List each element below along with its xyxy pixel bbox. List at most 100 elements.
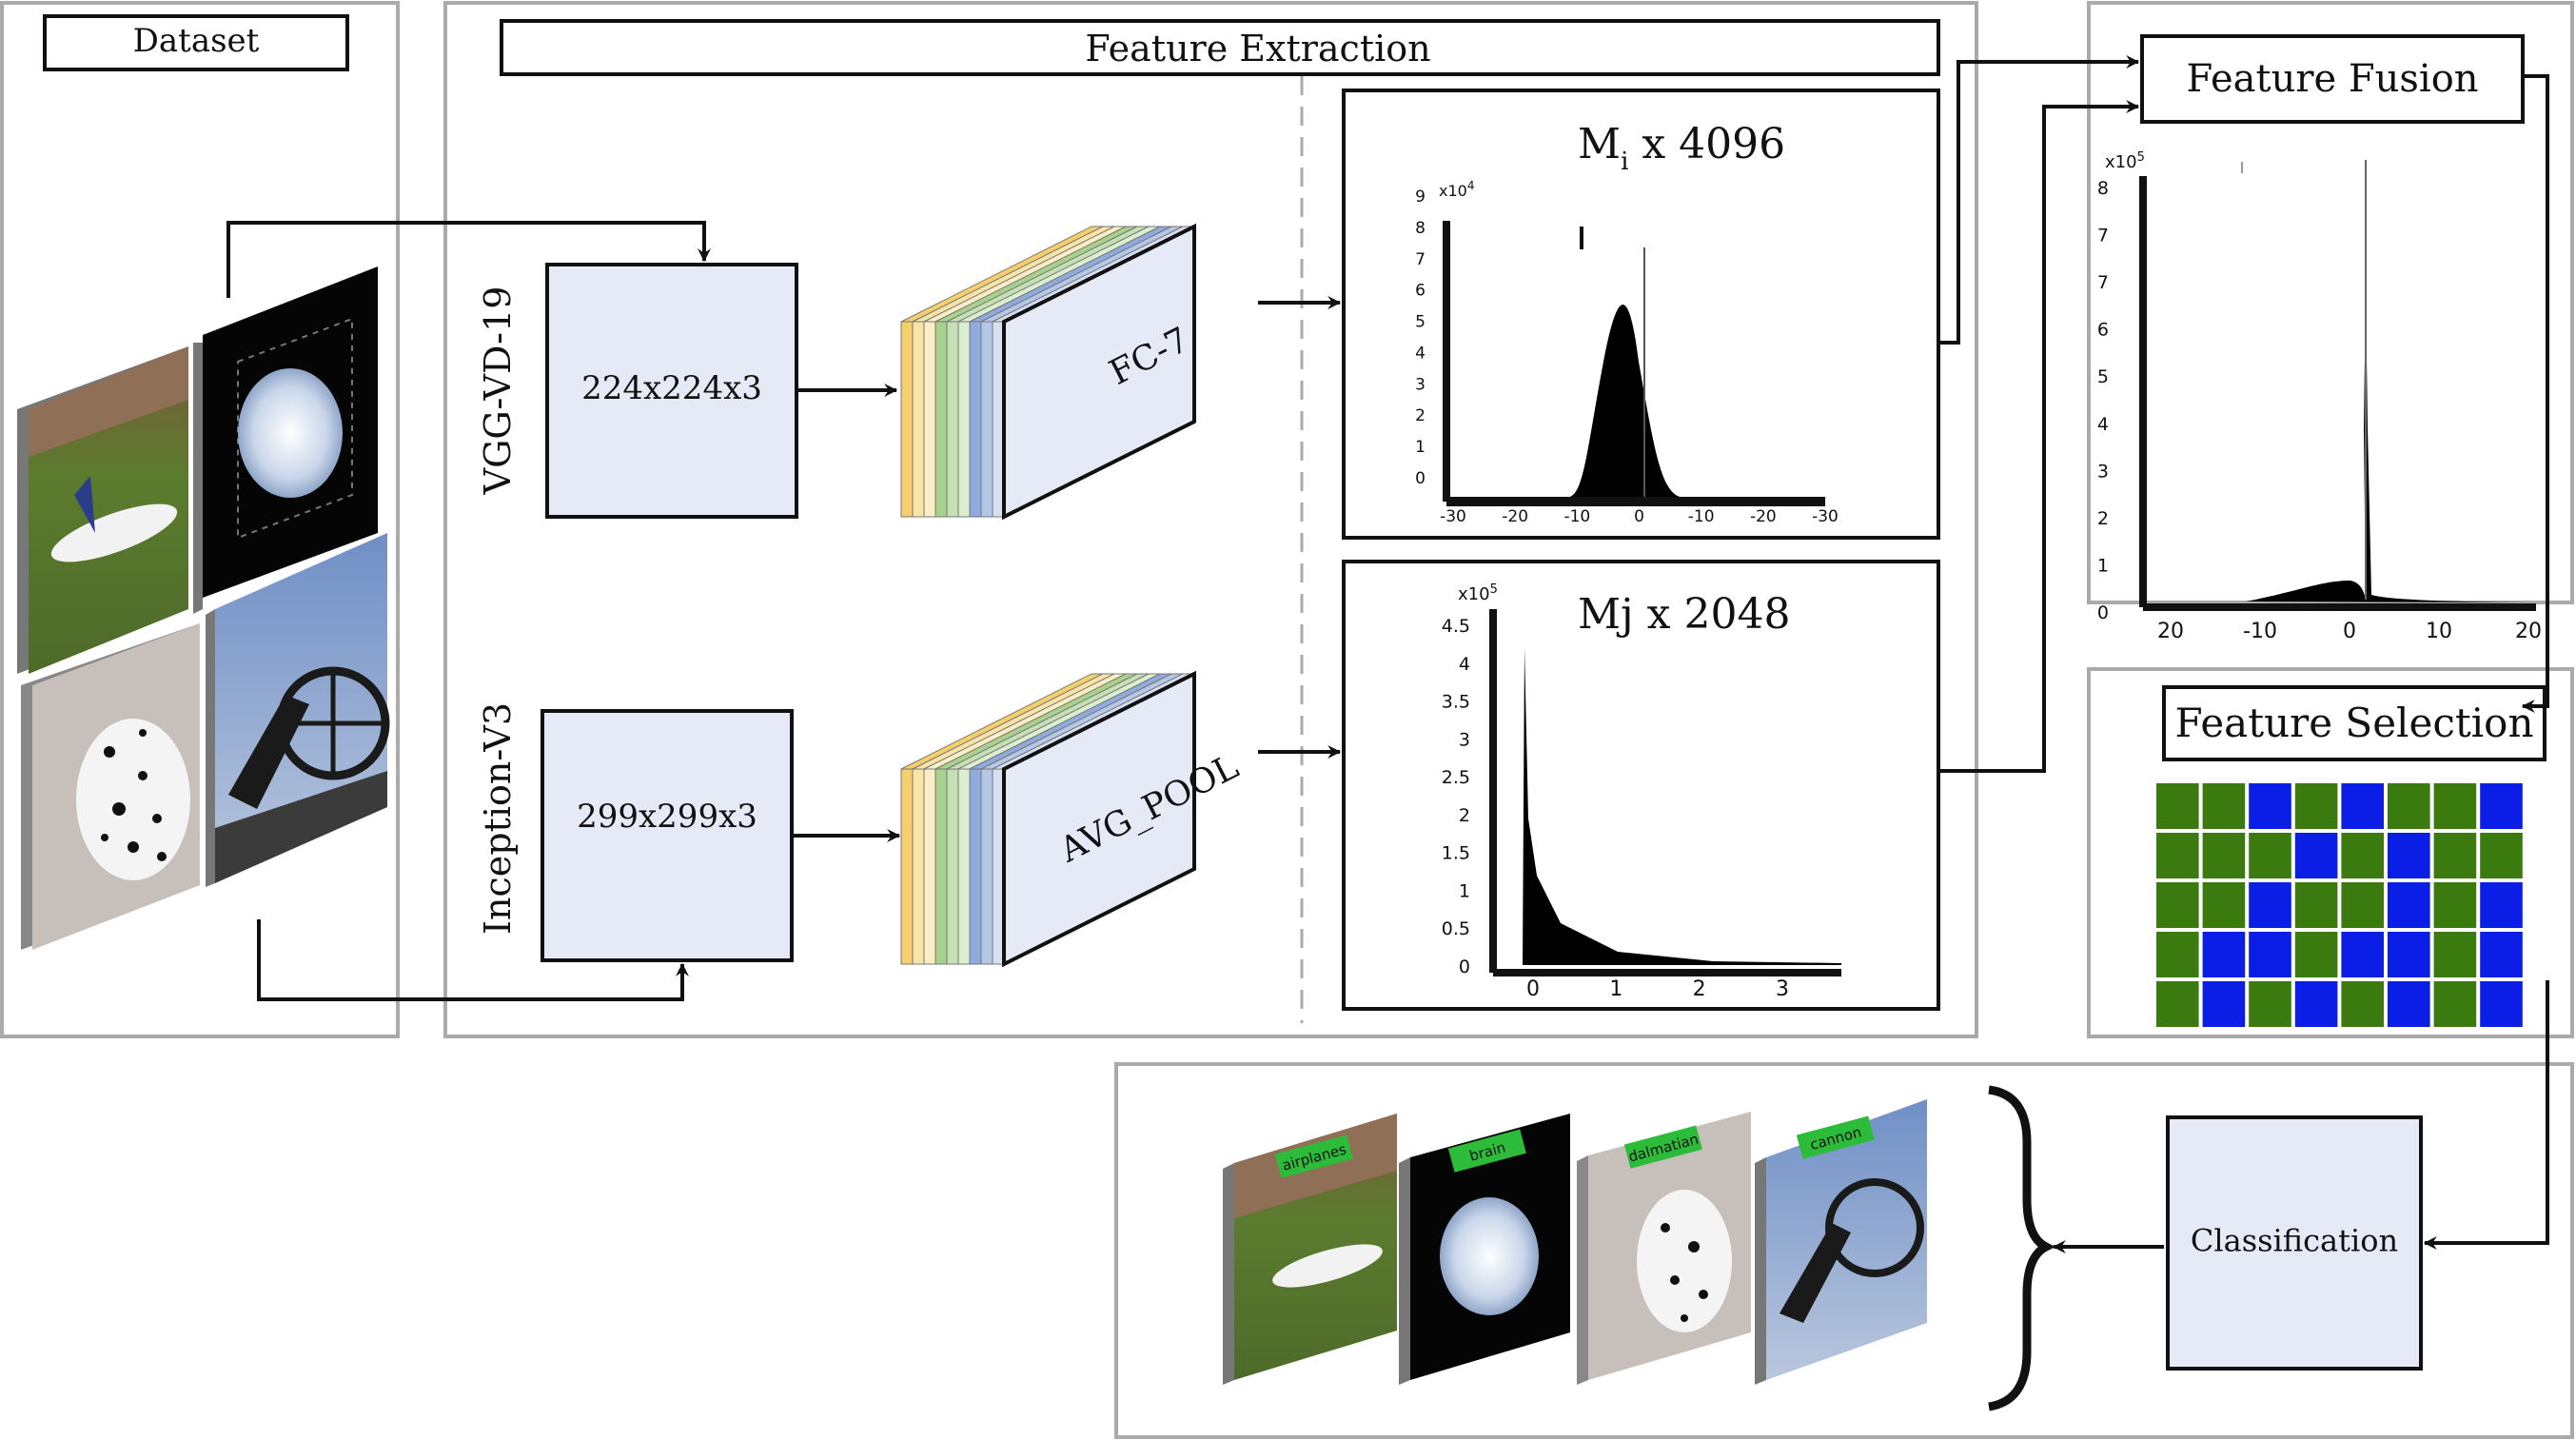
- inception-input-size: 299x299x3: [577, 798, 757, 836]
- x-tick-label: -20: [1502, 507, 1528, 526]
- classification-box: Classification: [2166, 1115, 2423, 1371]
- x-tick-label: 0: [1526, 977, 1540, 1001]
- classification-title: Classification: [2191, 1223, 2398, 1259]
- dataset-header: Dataset: [43, 14, 349, 71]
- y-tick-label: 8: [2097, 178, 2109, 199]
- feature-selection-title: Feature Selection: [2174, 700, 2533, 746]
- selection-cell: [2202, 882, 2246, 928]
- y-tick-label: 5: [1415, 313, 1426, 332]
- y-tick-label: 1: [2097, 555, 2109, 576]
- selection-cell: [2156, 932, 2199, 977]
- feature-fusion-title: Feature Fusion: [2186, 57, 2478, 101]
- arrow-vgg-features-to-fusion: [1938, 55, 2140, 345]
- mi-label: Mi x 4096: [1578, 120, 1785, 176]
- selection-cell: [2156, 833, 2199, 878]
- output-brace: [1988, 1085, 2056, 1411]
- selection-cell: [2341, 783, 2384, 829]
- inception-histogram: x105 4.5 4 3.5 3 2.5 2 1.5 1 0.5 0 0 1 2 3: [1442, 582, 1841, 1001]
- y-tick-label: 1.5: [1442, 843, 1470, 864]
- dataset-image-cannon: [206, 533, 390, 887]
- selection-cell: [2480, 882, 2523, 928]
- vgg-label: VGG-VD-19: [477, 286, 519, 496]
- vgg-input-box: 224x224x3: [545, 263, 798, 519]
- feature-fusion-header: Feature Fusion: [2140, 34, 2525, 124]
- selection-cell: [2341, 981, 2384, 1027]
- x-tick-label: -30: [1812, 507, 1839, 526]
- layer-slice: [969, 768, 982, 965]
- y-tick-label: 4: [2097, 414, 2109, 435]
- class-tag: [1623, 1125, 1702, 1169]
- y-tick-label: 2: [1415, 406, 1426, 425]
- selection-cell: [2341, 833, 2384, 878]
- y-tick-label: 0: [1415, 469, 1426, 488]
- dataset-image-airplane: [17, 346, 188, 674]
- layer-slice: [934, 768, 948, 965]
- y-tick-label: 6: [1415, 282, 1426, 301]
- inception-features-box: [1342, 560, 1940, 1011]
- fusion-histogram-curve: [2246, 286, 2531, 602]
- x-tick-label: -30: [1440, 507, 1466, 526]
- selection-cell: [2249, 981, 2291, 1027]
- selection-cell: [2294, 833, 2338, 878]
- selection-cell: [2433, 981, 2477, 1027]
- selection-cell: [2202, 981, 2246, 1027]
- y-tick-label: 8: [1415, 219, 1426, 238]
- selection-cell: [2294, 932, 2338, 977]
- selection-cell: [2433, 783, 2477, 829]
- dataset-image-brain: [193, 266, 378, 614]
- layer-slice: [934, 321, 948, 518]
- selection-cell: [2433, 932, 2477, 977]
- y-tick-label: 5: [2097, 366, 2109, 387]
- selection-cell: [2294, 981, 2338, 1027]
- layer-slice: [980, 321, 993, 518]
- vgg-layer-stack: [900, 223, 1196, 521]
- selection-cell: [2388, 783, 2430, 829]
- selection-cell: [2249, 932, 2291, 977]
- classification-panel: [1114, 1062, 2574, 1439]
- y-tick-label: 2: [1459, 805, 1470, 826]
- selection-cell: [2341, 932, 2384, 977]
- selection-cell: [2249, 783, 2291, 829]
- x-tick-label: 2: [1693, 977, 1706, 1001]
- layer-slice: [912, 768, 925, 965]
- inception-histogram-curve: [1523, 647, 1841, 965]
- layer-slice: [923, 768, 936, 965]
- fusion-hist-exponent-label: x105: [2105, 150, 2145, 172]
- dataset-title: Dataset: [133, 22, 260, 60]
- selection-cell: [2388, 981, 2430, 1027]
- mj-label: Mj x 2048: [1578, 590, 1790, 639]
- selection-cell: [2202, 932, 2246, 977]
- y-tick-label: 2: [2097, 508, 2109, 529]
- output-image-dalmatian: [1577, 1112, 1751, 1385]
- output-image-cannon: [1755, 1099, 1927, 1385]
- feature-selection-header: Feature Selection: [2162, 685, 2547, 761]
- selection-cell: [2156, 981, 2199, 1027]
- selection-cell: [2202, 833, 2246, 878]
- y-tick-label: 4: [1459, 654, 1470, 675]
- class-tag: [1447, 1129, 1526, 1173]
- selection-cell: [2156, 783, 2199, 829]
- x-tick-label: -10: [1563, 507, 1590, 526]
- vgg-input-size: 224x224x3: [581, 369, 762, 407]
- x-tick-label: 20: [2515, 620, 2542, 643]
- y-tick-label: 4: [1415, 344, 1426, 363]
- selection-cell: [2249, 833, 2291, 878]
- layer-slice: [980, 768, 993, 965]
- layer-front-face: [1002, 670, 1196, 968]
- y-tick-label: 7: [2097, 226, 2109, 247]
- layer-slice: [912, 321, 925, 518]
- y-tick-label: 3.5: [1442, 692, 1470, 713]
- feature-selection-grid: [2156, 783, 2523, 1027]
- selection-cell: [2202, 783, 2246, 829]
- class-tag: [1796, 1115, 1875, 1159]
- y-tick-label: 3: [2097, 461, 2109, 482]
- selection-cell: [2341, 882, 2384, 928]
- selection-cell: [2294, 783, 2338, 829]
- y-tick-label: 3: [1415, 375, 1426, 394]
- y-tick-label: 6: [2097, 320, 2109, 341]
- layer-slice: [900, 321, 914, 518]
- vgg-hist-exponent-label: x104: [1439, 179, 1474, 200]
- feature-extraction-panel: [443, 1, 1978, 1038]
